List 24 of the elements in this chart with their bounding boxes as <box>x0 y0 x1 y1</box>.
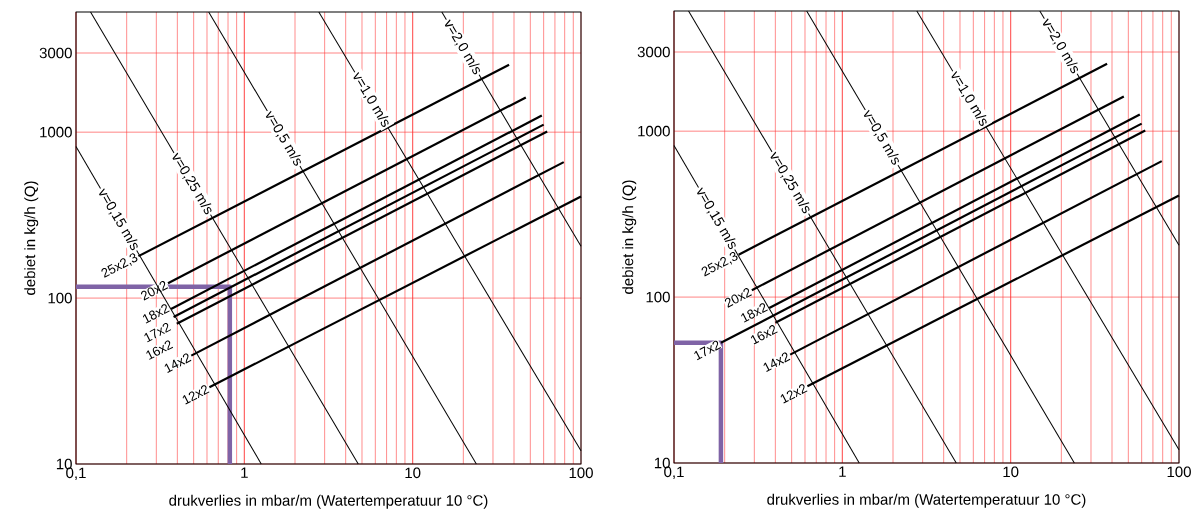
text: 17x2 <box>694 340 722 361</box>
x-tick-label: 100 <box>569 467 593 479</box>
x-tick-label: 100 <box>1167 466 1191 478</box>
y-axis-title: debiet in kg/h (Q) <box>622 180 637 294</box>
x-tick-label: 10 <box>1003 466 1019 478</box>
y-tick-label: 1000 <box>40 126 72 138</box>
y-axis-title: debiet in kg/h (Q) <box>24 181 39 295</box>
text: 18x2 <box>142 304 170 324</box>
x-axis-title: drukverlies in mbar/m (Watertemperatuur 10 °C) <box>767 493 1086 508</box>
x-tick-label: 1 <box>241 467 248 478</box>
text: 14x2 <box>763 352 791 372</box>
y-tick-label: 1000 <box>638 125 670 137</box>
y-tick-label: 3000 <box>637 46 670 58</box>
text: 12x2 <box>182 385 210 405</box>
text: 17x2 <box>144 322 172 343</box>
text: 20x2 <box>140 281 169 301</box>
x-tick-label: 10 <box>405 467 421 479</box>
x-axis-title: drukverlies in mbar/m (Watertemperatuur 10 °C) <box>169 494 488 509</box>
text: 12x2 <box>780 384 808 404</box>
y-tick-label: 3000 <box>39 47 72 59</box>
x-tick-label: 1 <box>839 466 846 477</box>
y-tick-label: 100 <box>48 292 72 304</box>
text: 16x2 <box>750 325 778 345</box>
y-tick-label: 100 <box>646 291 670 303</box>
